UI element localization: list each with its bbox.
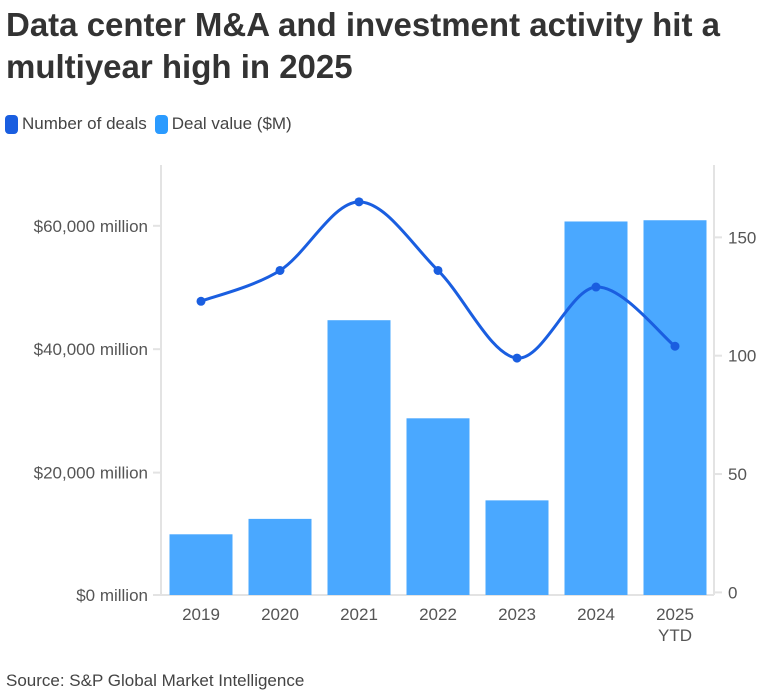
- legend-label-deals: Number of deals: [22, 114, 147, 133]
- x-tick-label: 2024: [577, 605, 615, 624]
- deals-point-2025-YTD: [670, 341, 680, 351]
- right-tick-label: 150: [728, 228, 756, 247]
- deals-point-2020: [275, 265, 285, 275]
- bar-2025-YTD: [643, 220, 707, 595]
- left-tick-label: $40,000 million: [34, 340, 148, 359]
- x-tick-label: 2020: [261, 605, 299, 624]
- deals-point-2024: [591, 282, 601, 292]
- bar-2024: [564, 221, 628, 595]
- deals-point-2021: [354, 197, 364, 207]
- x-tick-label: 2025: [656, 605, 694, 624]
- bar-2020: [248, 518, 312, 595]
- x-tick-label: 2023: [498, 605, 536, 624]
- deals-point-2022: [433, 265, 443, 275]
- legend-swatch-deals: [5, 114, 18, 134]
- legend-swatch-value: [154, 114, 168, 134]
- chart-title: Data center M&A and investment activity …: [6, 6, 720, 85]
- legend-item-deals[interactable]: Number of deals: [5, 114, 147, 134]
- legend-label-value: Deal value ($M): [171, 114, 292, 133]
- x-tick-label: 2021: [340, 605, 378, 624]
- bar-2022: [406, 418, 470, 595]
- bar-2019: [169, 534, 233, 595]
- left-tick-label: $0 million: [76, 586, 148, 605]
- x-tick-label: YTD: [658, 626, 692, 645]
- source-note: Source: S&P Global Market Intelligence: [6, 671, 305, 690]
- right-tick-label: 100: [728, 347, 756, 366]
- left-tick-label: $60,000 million: [34, 217, 148, 236]
- right-tick-label: 50: [728, 465, 747, 484]
- deals-point-2019: [196, 296, 206, 306]
- deals-point-2023: [512, 353, 522, 363]
- x-tick-label: 2022: [419, 605, 457, 624]
- legend-item-value[interactable]: Deal value ($M): [154, 114, 292, 134]
- bar-2021: [327, 320, 391, 595]
- right-tick-label: 0: [728, 583, 737, 602]
- legend: Number of deals Deal value ($M): [5, 114, 300, 134]
- bar-2023: [485, 500, 549, 595]
- left-tick-label: $20,000 million: [34, 464, 148, 483]
- x-tick-label: 2019: [182, 605, 220, 624]
